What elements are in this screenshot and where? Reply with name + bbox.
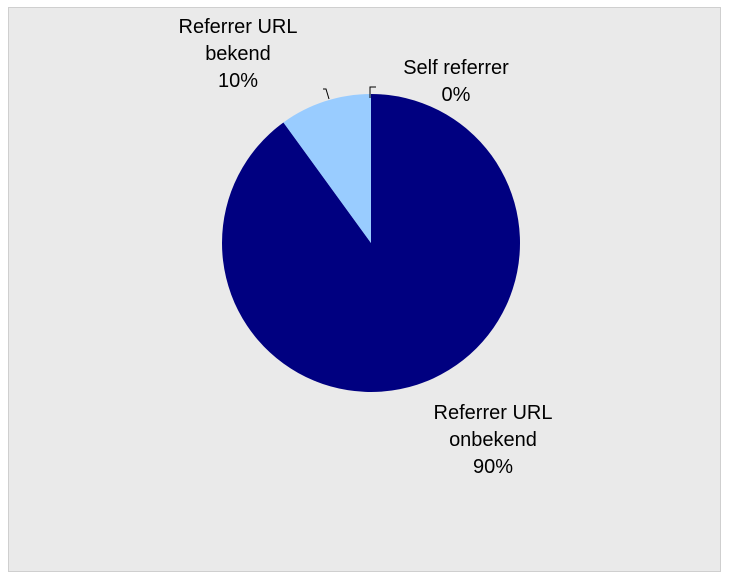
pie-slice-referrer-url-onbekend: [221, 94, 520, 393]
slice-label-onbekend: Referrer URL onbekend 90%: [403, 400, 583, 481]
slice-label-onbekend-line1: Referrer URL: [433, 402, 553, 424]
slice-label-bekend-line2: bekend: [205, 43, 271, 65]
leader-line-bekend: [323, 88, 330, 100]
slice-label-bekend: Referrer URL bekend 10%: [148, 14, 328, 95]
slice-label-self-referrer-line1: Self referrer: [403, 57, 509, 79]
pie-slice-referrer-url-bekend: [283, 94, 371, 243]
slice-label-onbekend-pct: 90%: [472, 456, 514, 478]
slice-label-onbekend-line2: onbekend: [449, 429, 537, 451]
slice-label-self-referrer: Self referrer 0%: [371, 55, 541, 109]
slice-label-bekend-line1: Referrer URL: [178, 16, 298, 38]
leader-line-self-referrer: [369, 86, 376, 98]
slice-label-self-referrer-pct: 0%: [441, 84, 471, 106]
slice-label-bekend-pct: 10%: [217, 70, 259, 92]
